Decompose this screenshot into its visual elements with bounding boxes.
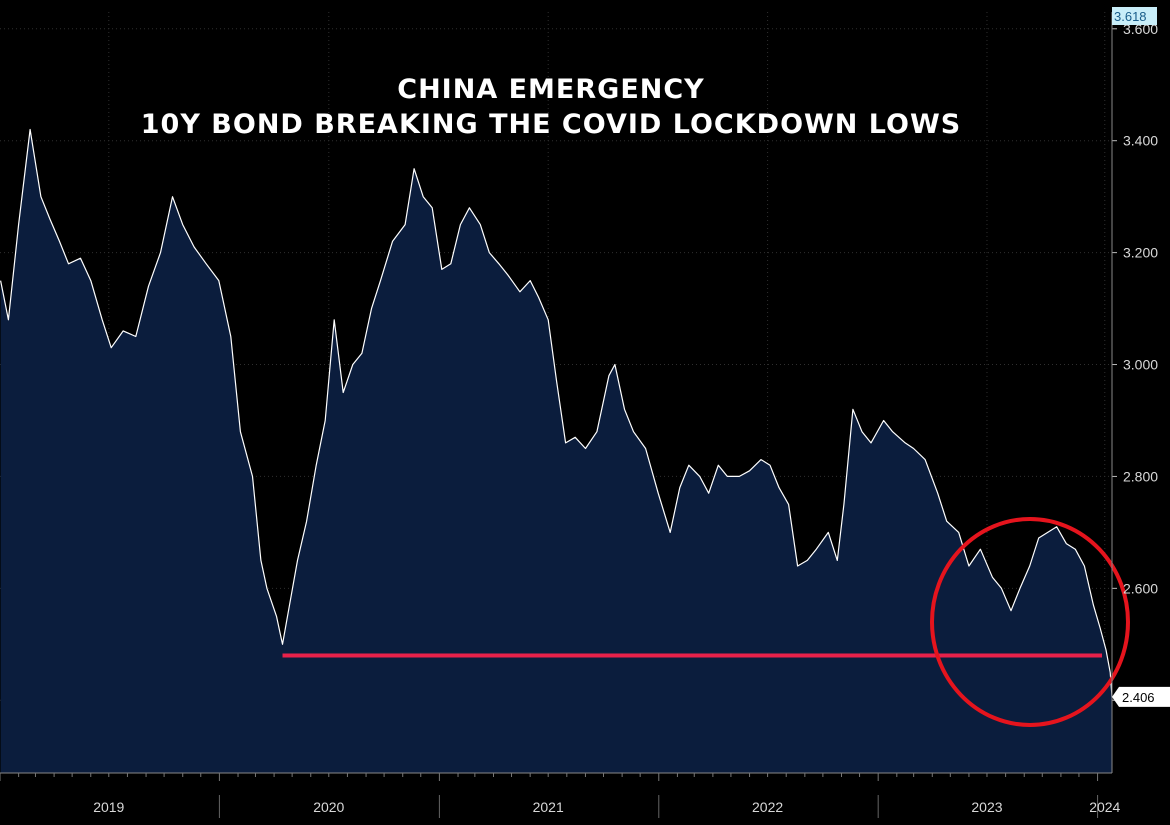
last-value-label: 2.406 [1122, 690, 1155, 705]
x-tick-label: 2022 [752, 799, 783, 815]
top-value-label: 3.618 [1114, 9, 1147, 24]
y-tick-label: 3.000 [1123, 357, 1158, 373]
chart-title: CHINA EMERGENCY 10Y BOND BREAKING THE CO… [141, 74, 961, 140]
y-tick-label: 3.200 [1123, 245, 1158, 261]
highlight-circle [930, 517, 1130, 727]
title-line-2: 10Y BOND BREAKING THE COVID LOCKDOWN LOW… [141, 109, 961, 140]
series-area [0, 129, 1113, 773]
x-tick-label: 2019 [93, 799, 124, 815]
area-layer [0, 128, 1113, 773]
x-tick-label: 2021 [533, 799, 564, 815]
series-line [0, 128, 1113, 697]
y-tick-label: 2.600 [1123, 580, 1158, 596]
last-value-badge [1112, 686, 1170, 707]
title-line-1: CHINA EMERGENCY [397, 74, 704, 105]
x-tick-label: 2024 [1089, 799, 1120, 815]
x-tick-label: 2023 [971, 799, 1002, 815]
top-value-badge [1112, 7, 1157, 25]
x-tick-label: 2020 [313, 799, 344, 815]
annotation-layer [282, 517, 1130, 727]
y-tick-label: 2.800 [1123, 468, 1158, 484]
y-tick-label: 3.400 [1123, 133, 1158, 149]
badge-layer: 3.618 2.406 [1112, 7, 1170, 707]
